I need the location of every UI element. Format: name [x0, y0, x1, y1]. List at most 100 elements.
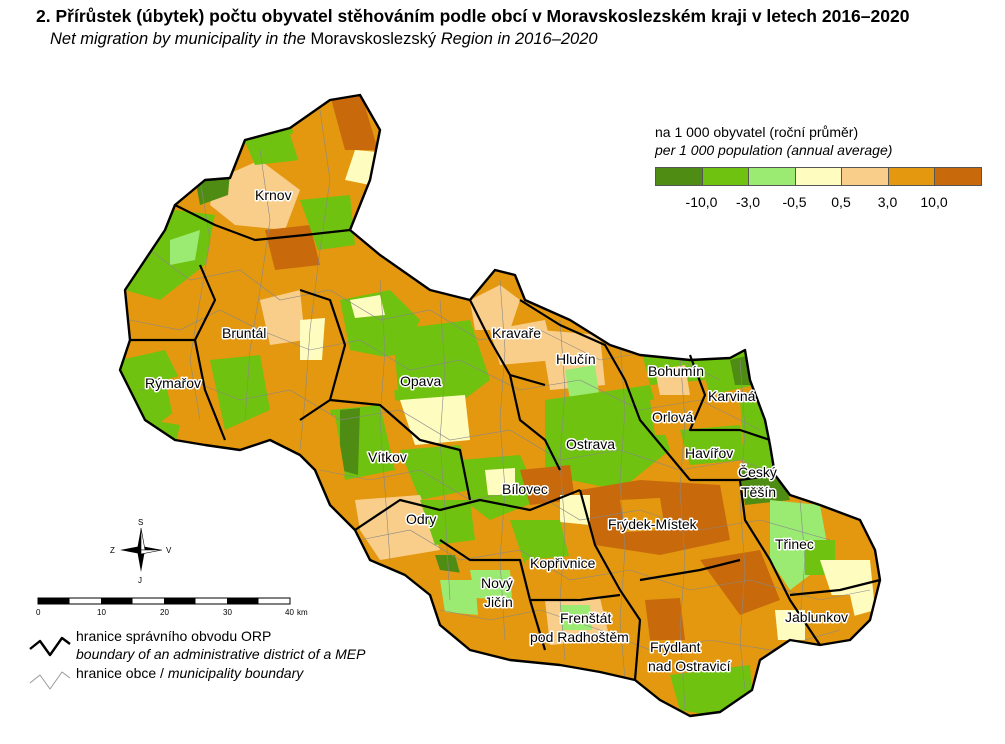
orp-frenstat [530, 593, 621, 602]
patch-krnov-area [210, 160, 300, 230]
legend-swatch-0 [656, 168, 703, 185]
title-en-part2: Region in 2016–2020 [440, 30, 598, 48]
municipality-boundaries [129, 109, 871, 711]
legend-orp-cz: hranice správního obvodu ORP [76, 628, 272, 644]
scale-seg-4 [227, 598, 259, 604]
patch-vrbno-small [170, 230, 200, 265]
orp-bruntal-opava [299, 288, 347, 421]
muni-line-1 [149, 249, 721, 381]
orp-ostrava-east [623, 379, 691, 481]
muni-line-11 [439, 299, 451, 601]
title-number: 2. [36, 6, 51, 26]
muni-line-13 [559, 319, 566, 661]
patch-frydlant-dark [645, 598, 685, 640]
label-hlucin: Hlučín [556, 351, 596, 367]
muni-line-8 [244, 149, 271, 421]
patch-bilovec-yellow [485, 468, 515, 495]
label-novy: Nový [481, 575, 513, 591]
patch-orlova [650, 395, 690, 435]
patch-opava-nw [350, 295, 385, 318]
orp-koprivnice-frydek [578, 489, 642, 681]
legend-break-4: 3,0 [877, 194, 898, 210]
legend-obec-cz: hranice obce / [76, 665, 164, 681]
legend-swatch-1 [702, 168, 749, 185]
orp-hlucin-north [519, 299, 626, 381]
patch-bruntal-east [260, 290, 305, 345]
patch-vitkov-west [300, 415, 345, 475]
orp-jablunkov [789, 578, 881, 597]
label-orlova: Orlová [652, 409, 693, 425]
patch-vitkov-dark [340, 408, 360, 475]
label-frydlant: Frýdlant [650, 639, 701, 655]
label-kravare: Kravaře [492, 325, 541, 341]
label-krnov: Krnov [255, 187, 292, 203]
label-jicin: Jičín [484, 594, 513, 610]
legend-unit-en: per 1 000 population (annual average) [655, 142, 893, 158]
label-ostrava: Ostrava [566, 436, 615, 452]
compass-e-half [140, 549, 163, 555]
patch-opava-south [400, 395, 470, 445]
patch-bruntal-south [210, 355, 270, 430]
orp-boundaries [130, 204, 881, 681]
legend-swatch-4 [842, 168, 889, 185]
legend-swatch-2 [749, 168, 796, 185]
label-rymarov: Rýmařov [145, 375, 201, 391]
orp-rymarov-east [193, 339, 227, 441]
orp-boundary-symbol [29, 636, 71, 657]
municipality-boundary-symbol [29, 671, 71, 690]
label-bilovec: Bílovec [502, 481, 548, 497]
patch-vitkov-east [400, 445, 470, 500]
compass-west-label: Z [110, 546, 115, 555]
scale-tick-20: 20 [160, 608, 169, 617]
map-title-en: Net migration by municipality in the Mor… [50, 30, 598, 49]
title-text-cz: Přírůstek (úbytek) počtu obyvatel stěhov… [55, 6, 910, 26]
patch-bruntal [195, 295, 270, 350]
orp-krnov-bruntal [174, 204, 351, 242]
patch-ostrava [545, 385, 670, 490]
patch-frydek-mistek-town [620, 498, 665, 532]
scale-unit: km [297, 608, 308, 617]
label-pod-radhostem: pod Radhoštěm [530, 629, 629, 645]
orp-novy-jicin [439, 539, 547, 651]
legend-break-0: -10,0 [685, 194, 718, 210]
scale-seg-1 [38, 598, 70, 604]
legend-swatch-3 [795, 168, 842, 185]
legend-break-5: 10,0 [920, 194, 948, 210]
legend-break-2: -0,5 [782, 194, 807, 210]
compass-east-label: V [166, 546, 172, 555]
patch-odry-east [420, 500, 475, 545]
muni-line-17 [799, 499, 806, 621]
compass-n-half [140, 527, 146, 551]
patch-opava [390, 320, 490, 410]
patch-odry [355, 495, 440, 560]
compass-south-label: J [138, 576, 142, 585]
orp-bruntal-rymarov [130, 264, 217, 342]
legend-swatch-5 [888, 168, 935, 185]
scale-tick-10: 10 [97, 608, 106, 617]
legend-obec: hranice obce / municipality boundary [76, 665, 303, 681]
patch-kravare-south [490, 320, 555, 365]
color-legend: na 1 000 obyvatel (roční průměr) per 1 0… [655, 124, 982, 210]
patch-jablunkov-east [820, 560, 875, 620]
muni-line-9 [299, 109, 331, 451]
muni-line-15 [679, 354, 686, 711]
compass-rose-icon: S J Z V [110, 518, 172, 585]
legend-obec-en: municipality boundary [167, 665, 304, 681]
muni-line-2 [129, 309, 761, 431]
label-vitkov: Vítkov [368, 449, 407, 465]
patch-mesto-albrechtice [300, 195, 355, 250]
muni-line-3 [139, 379, 791, 481]
orp-odry-bilovec [354, 488, 581, 531]
patch-opava-west2 [360, 355, 398, 392]
map-title-cz: 2. Přírůstek (úbytek) počtu obyvatel stě… [36, 6, 909, 27]
label-odry: Odry [406, 511, 436, 527]
label-bruntal: Bruntál [222, 325, 266, 341]
orp-opava-ostrava [508, 374, 561, 471]
label-cesky: Český [738, 464, 777, 480]
patch-osoblaha-east [330, 95, 378, 150]
scale-seg-3 [164, 598, 196, 604]
patch-hlucin-green [565, 365, 600, 400]
patch-krnov-south [265, 225, 320, 270]
patch-jablunkov [790, 595, 860, 645]
